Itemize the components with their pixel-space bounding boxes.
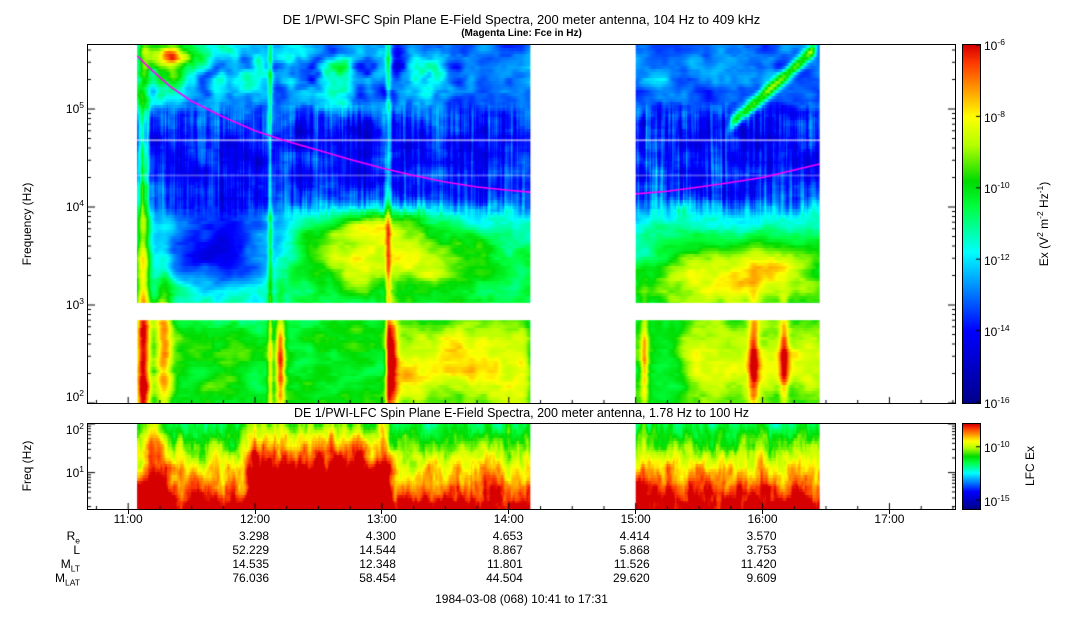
lfc-ytick: 102	[65, 421, 84, 437]
sfc-spectrogram-panel	[87, 44, 956, 404]
table-value: 4.300	[365, 529, 396, 543]
table-value: 52.229	[232, 543, 270, 557]
xtick-mark	[254, 510, 256, 514]
table-rowlabel: Re	[66, 529, 80, 546]
xtick-mark	[508, 510, 510, 514]
sfc-spectrogram-canvas	[88, 45, 955, 403]
xtick-mark	[635, 510, 637, 514]
xtick-label: 17:00	[874, 512, 905, 526]
xtick-label: 15:00	[620, 512, 651, 526]
table-value: 14.535	[232, 557, 270, 571]
sfc-ytick: 104	[65, 198, 84, 214]
table-value: 5.868	[619, 543, 650, 557]
sfc-ytick: 103	[65, 296, 84, 312]
xtick-label: 16:00	[747, 512, 778, 526]
table-value: 11.420	[740, 557, 777, 571]
lfc-ylabel: Freq (Hz)	[20, 440, 35, 492]
xtick-label: 12:00	[240, 512, 271, 526]
table-value: 3.298	[239, 529, 270, 543]
table-value: 11.801	[486, 557, 523, 571]
sfc-cbar-tick: 10-6	[984, 37, 1005, 53]
table-value: 3.753	[746, 543, 777, 557]
sfc-ytick: 105	[65, 100, 84, 116]
table-value: 3.570	[746, 529, 777, 543]
lfc-spectrogram-panel	[87, 423, 956, 510]
xtick-mark	[127, 510, 129, 514]
table-rowlabel: MLAT	[55, 571, 80, 588]
xtick-mark	[888, 510, 890, 514]
lfc-spectrogram-canvas	[88, 424, 955, 509]
sfc-cbar-tick: 10-12	[984, 251, 1010, 268]
xtick-mark	[381, 510, 383, 514]
xtick-label: 13:00	[366, 512, 397, 526]
lfc-title: DE 1/PWI-LFC Spin Plane E-Field Spectra,…	[293, 406, 750, 420]
table-value: 4.653	[492, 529, 523, 543]
sfc-ytick: 102	[65, 388, 84, 404]
table-rowlabel: MLT	[60, 557, 80, 574]
table-value: 9.609	[746, 571, 777, 585]
lfc-cbar-tick: 10-15	[984, 493, 1010, 509]
lfc-colorbar	[962, 423, 981, 510]
sfc-cbar-tick: 10-16	[984, 395, 1010, 411]
sfc-subtitle: (Magenta Line: Fce in Hz)	[461, 28, 582, 39]
sfc-colorbar-label: Ex (V2 m-2 Hz-1)	[1035, 181, 1052, 267]
table-rowlabel: L	[73, 543, 80, 557]
xtick-label: 14:00	[493, 512, 524, 526]
table-value: 11.526	[613, 557, 650, 571]
sfc-cbar-tick: 10-10	[984, 180, 1010, 197]
footer-timerange: 1984-03-08 (068) 10:41 to 17:31	[435, 592, 608, 606]
lfc-ytick: 101	[65, 463, 84, 480]
sfc-colorbar-gradient	[963, 45, 980, 403]
xtick-mark	[762, 510, 764, 514]
table-value: 58.454	[359, 571, 396, 585]
sfc-title: DE 1/PWI-SFC Spin Plane E-Field Spectra,…	[282, 12, 761, 27]
table-value: 4.414	[619, 529, 650, 543]
table-value: 14.544	[359, 543, 396, 557]
lfc-colorbar-gradient	[963, 424, 980, 509]
lfc-cbar-tick: 10-10	[984, 439, 1010, 455]
table-value: 44.504	[486, 571, 523, 585]
table-value: 76.036	[232, 571, 270, 585]
lfc-colorbar-label: LFC Ex	[1023, 445, 1038, 487]
table-value: 29.620	[612, 571, 650, 585]
sfc-cbar-tick: 10-8	[984, 108, 1005, 125]
sfc-ylabel: Frequency (Hz)	[20, 182, 35, 266]
xtick-label: 11:00	[113, 512, 143, 526]
table-value: 8.867	[492, 543, 523, 557]
sfc-colorbar	[962, 44, 981, 404]
table-value: 12.348	[359, 557, 396, 571]
sfc-cbar-tick: 10-14	[984, 323, 1010, 340]
